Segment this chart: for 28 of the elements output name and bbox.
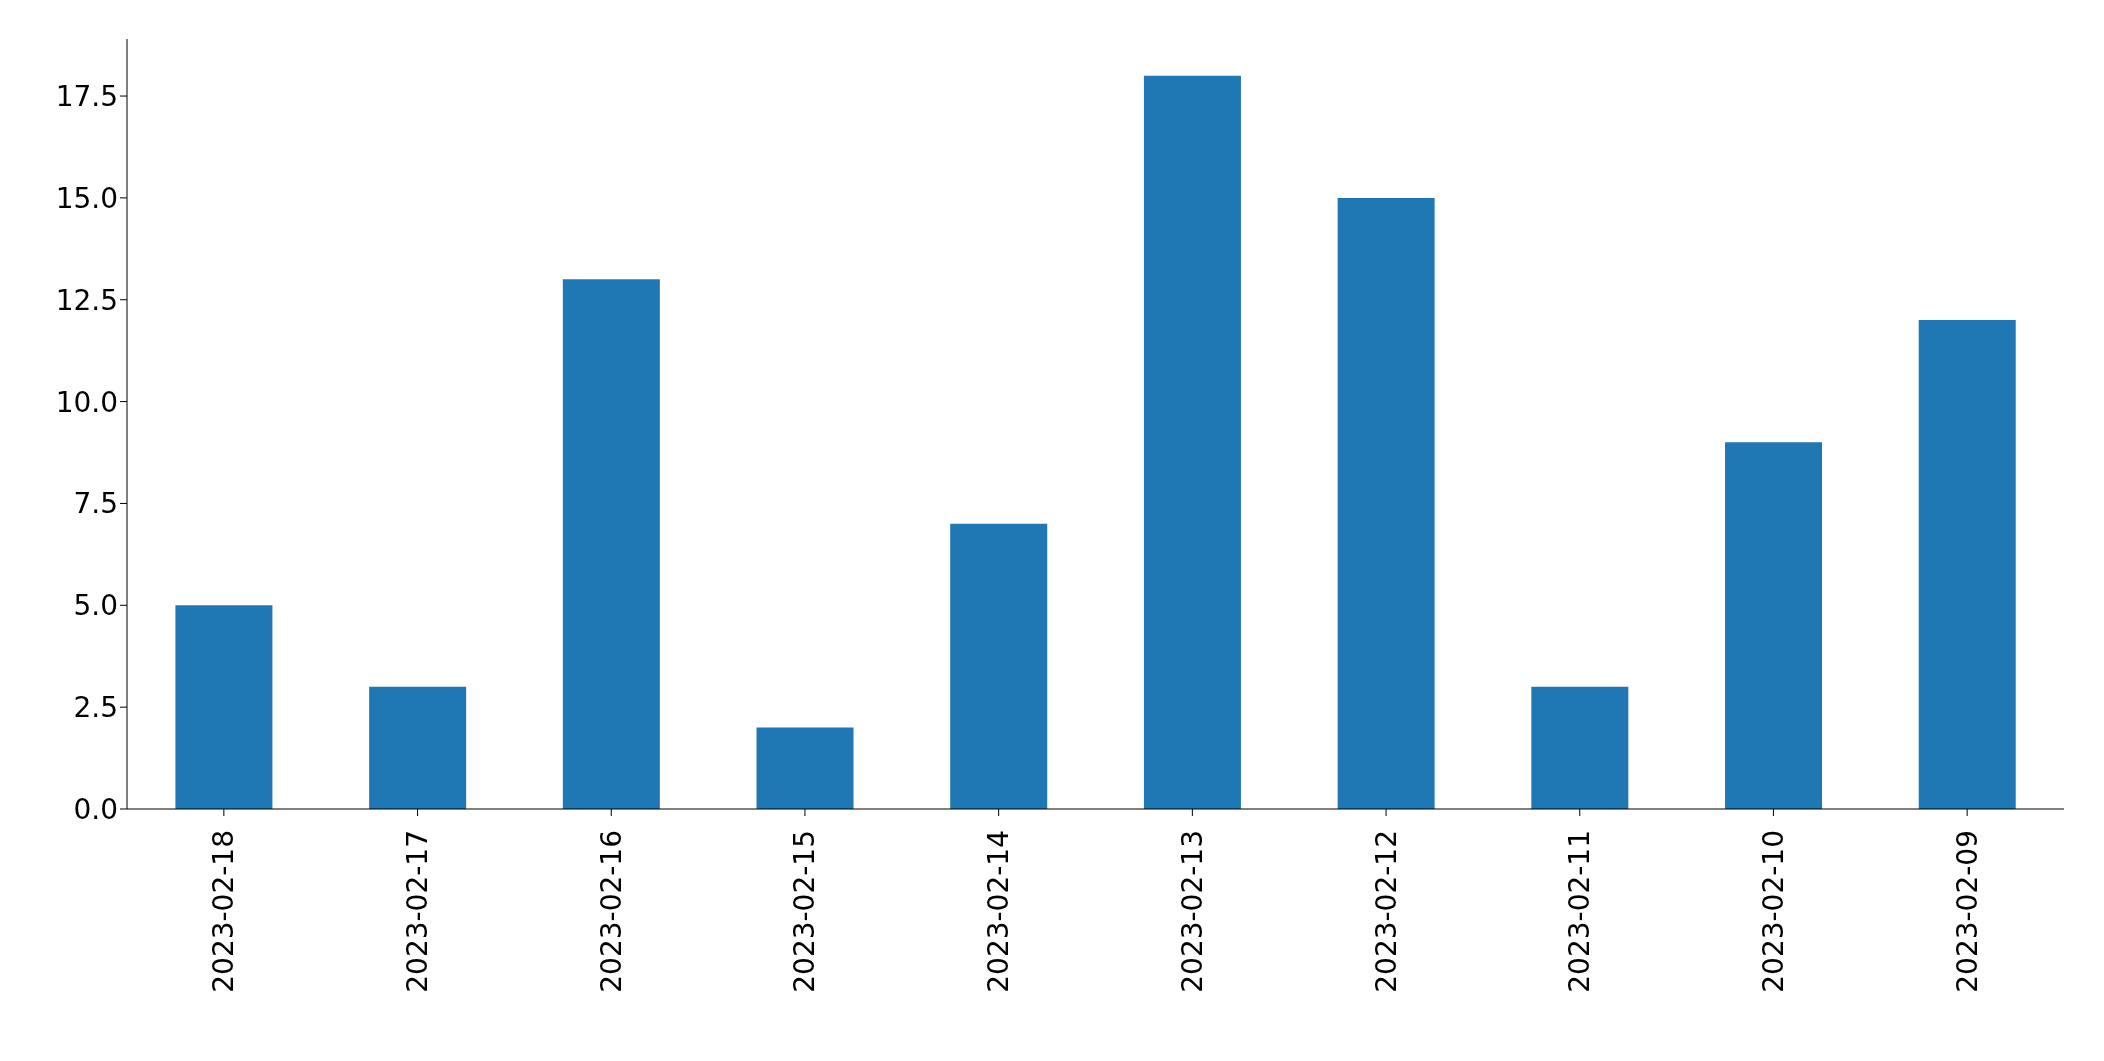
bar (1725, 442, 1823, 809)
y-tick-label: 12.5 (55, 283, 118, 317)
y-tick-label: 10.0 (55, 385, 118, 419)
x-tick-label: 2023-02-17 (401, 830, 435, 993)
x-tick-label: 2023-02-18 (207, 830, 241, 993)
y-tick-label: 2.5 (73, 691, 118, 725)
bar (1918, 320, 2016, 809)
x-tick-label: 2023-02-09 (1950, 830, 1984, 993)
x-tick-label: 2023-02-10 (1756, 830, 1790, 993)
bar (1143, 75, 1241, 809)
bar (1531, 686, 1629, 809)
x-tick-label: 2023-02-15 (788, 830, 822, 993)
y-tick-label: 17.5 (55, 79, 118, 113)
x-tick-label: 2023-02-13 (1175, 830, 1209, 993)
bar (175, 605, 273, 809)
x-tick-label: 2023-02-11 (1563, 830, 1597, 993)
bar (562, 279, 660, 809)
x-tick-label: 2023-02-14 (982, 830, 1016, 993)
y-tick-label: 7.5 (73, 487, 118, 521)
y-tick-label: 0.0 (73, 792, 118, 826)
y-tick-label: 15.0 (55, 181, 118, 215)
bar (756, 727, 854, 809)
bar (950, 523, 1048, 809)
x-tick-label: 2023-02-16 (594, 830, 628, 993)
bar (369, 686, 467, 809)
bar (1337, 197, 1435, 809)
y-tick-label: 5.0 (73, 589, 118, 623)
x-tick-label: 2023-02-12 (1369, 830, 1403, 993)
